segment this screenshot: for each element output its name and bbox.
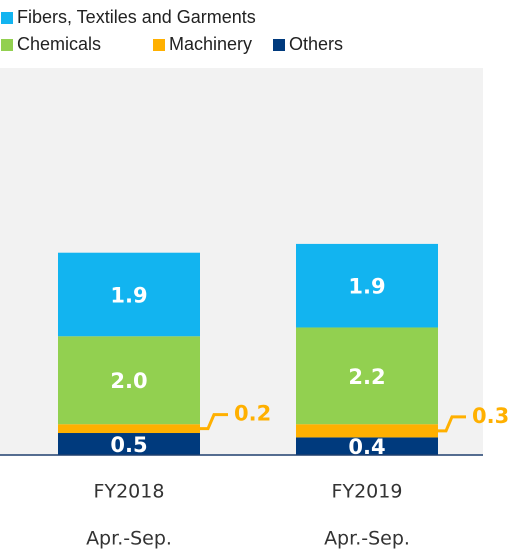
legend-swatch [1, 12, 13, 24]
x-tick-sublabel: Apr.-Sep. [86, 528, 172, 550]
bar-segment [296, 243, 438, 328]
value-label: 0.2 [234, 402, 271, 426]
bar-segment [296, 424, 438, 438]
value-label: 2.2 [348, 365, 385, 389]
x-tick-label: FY2019 [332, 481, 403, 503]
leader-line [200, 413, 228, 431]
bar-segment [58, 252, 200, 337]
value-label: 1.9 [348, 275, 385, 299]
legend-label: Machinery [169, 34, 252, 54]
legend-label: Others [289, 34, 343, 54]
x-tick-sublabel: Apr.-Sep. [324, 528, 410, 550]
value-label: 2.0 [110, 369, 147, 393]
value-label: 1.9 [110, 283, 147, 307]
legend-label: Fibers, Textiles and Garments [17, 7, 256, 27]
value-label: 0.5 [110, 433, 147, 457]
value-label: 0.3 [472, 404, 509, 428]
bar-segment [296, 437, 438, 455]
bar-segment [58, 336, 200, 425]
leader-line [438, 415, 466, 433]
bar-segment [58, 433, 200, 455]
legend-swatch [153, 39, 165, 51]
bar-segment [58, 424, 200, 434]
legend-swatch [273, 39, 285, 51]
legend-swatch [1, 39, 13, 51]
x-tick-label: FY2018 [94, 481, 165, 503]
legend-label: Chemicals [17, 34, 101, 54]
bar-segment [296, 327, 438, 425]
